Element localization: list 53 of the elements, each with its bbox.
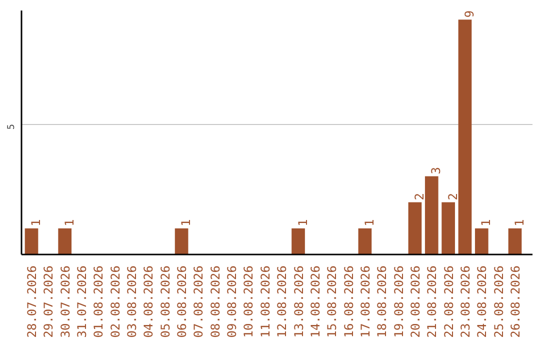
- x-tick-label: 08.08.2026: [208, 265, 222, 338]
- bar: [58, 228, 72, 254]
- x-tick-label: 26.08.2026: [508, 265, 522, 338]
- x-tick-label: 31.07.2026: [75, 265, 90, 338]
- bar: [292, 228, 305, 254]
- x-tick-label: 29.07.2026: [42, 265, 56, 338]
- bar: [458, 20, 472, 254]
- x-tick-label: 07.08.2026: [192, 265, 206, 338]
- x-tick-label: 20.08.2026: [408, 265, 422, 338]
- x-tick-label: 05.08.2026: [158, 265, 172, 338]
- x-tick-label: 10.08.2026: [242, 265, 256, 338]
- bar: [408, 202, 422, 254]
- x-tick-label: 15.08.2026: [325, 265, 340, 338]
- x-tick-label: 14.08.2026: [308, 265, 322, 338]
- data-label: 1: [296, 219, 310, 226]
- bar: [474, 228, 488, 254]
- data-label: 1: [29, 219, 44, 226]
- x-tick-label: 09.08.2026: [225, 265, 240, 338]
- data-label: 1: [179, 219, 194, 226]
- x-tick-label: 22.08.2026: [442, 265, 456, 338]
- data-label: 1: [362, 219, 376, 226]
- bar: [442, 202, 455, 254]
- y-tick-label: 5: [6, 124, 17, 130]
- x-tick-label: 16.08.2026: [342, 265, 356, 338]
- x-tick-label: 11.08.2026: [258, 265, 272, 338]
- x-tick-label: 17.08.2026: [358, 265, 372, 338]
- data-label: 2: [446, 193, 460, 200]
- x-tick-label: 28.07.2026: [25, 265, 40, 338]
- data-label: 1: [62, 219, 76, 226]
- x-tick-label: 03.08.2026: [125, 265, 140, 338]
- x-tick-label: 01.08.2026: [92, 265, 106, 338]
- x-tick-label: 30.07.2026: [58, 265, 72, 338]
- x-tick-label: 19.08.2026: [392, 265, 406, 338]
- data-label: 3: [429, 166, 444, 174]
- data-label: 1: [512, 219, 526, 226]
- x-tick-label: 21.08.2026: [425, 265, 440, 338]
- bar: [424, 176, 438, 254]
- x-tick-label: 18.08.2026: [375, 265, 390, 338]
- bar: [174, 228, 188, 254]
- bar: [358, 228, 372, 254]
- x-tick-label: 23.08.2026: [458, 265, 472, 338]
- data-label: 1: [479, 219, 494, 226]
- bar: [508, 228, 522, 254]
- x-tick-label: 25.08.2026: [492, 265, 506, 338]
- bar: [24, 228, 38, 254]
- x-tick-label: 06.08.2026: [175, 265, 190, 338]
- x-tick-label: 04.08.2026: [142, 265, 156, 338]
- data-label: 2: [412, 193, 426, 200]
- data-label: 9: [462, 10, 476, 18]
- x-tick-label: 02.08.2026: [108, 265, 122, 338]
- x-tick-label: 12.08.2026: [275, 265, 290, 338]
- x-tick-label: 24.08.2026: [475, 265, 490, 338]
- x-tick-label: 13.08.2026: [292, 265, 306, 338]
